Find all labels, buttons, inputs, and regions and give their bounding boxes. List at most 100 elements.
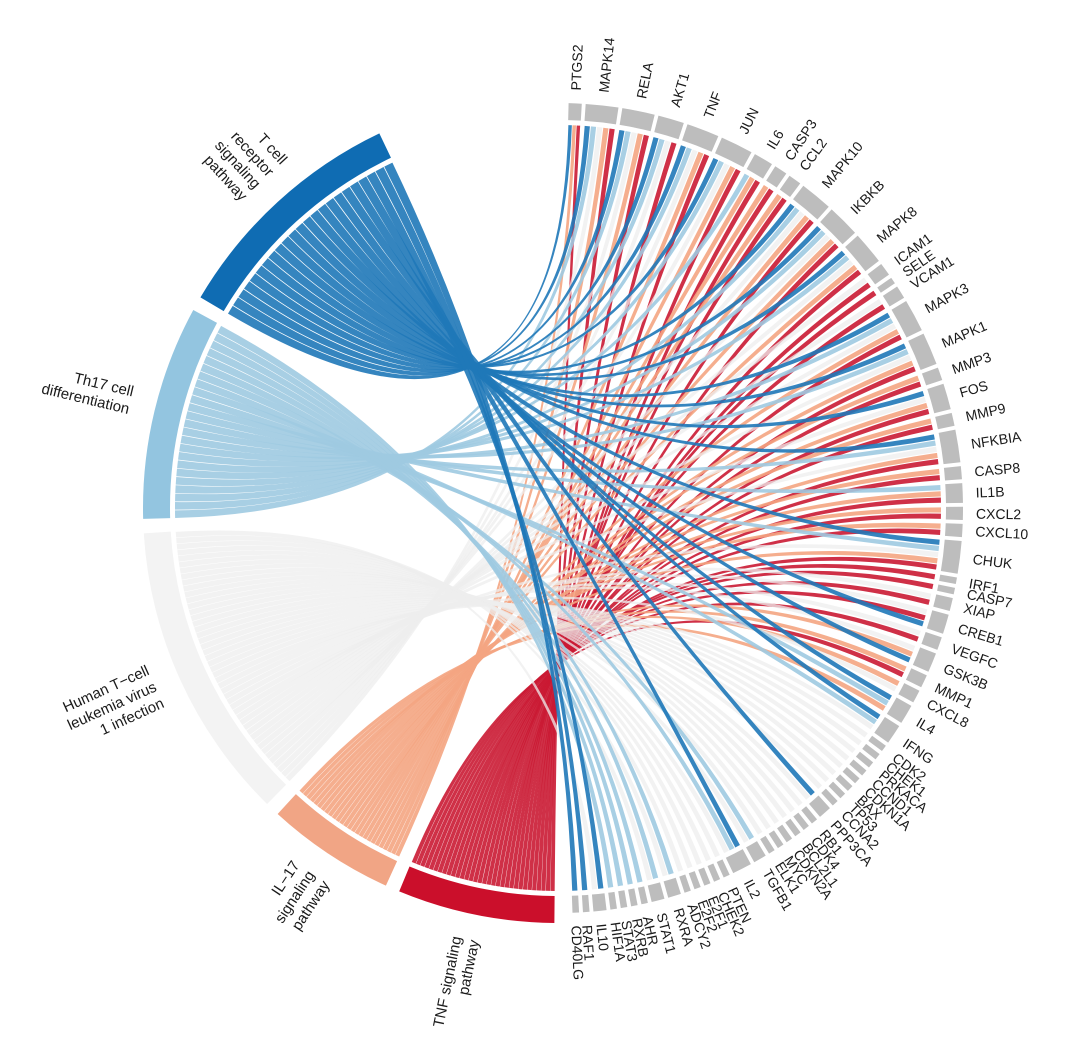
ribbon-cxcl8-htlv <box>217 596 897 692</box>
pathway-arc-il17 <box>277 794 398 886</box>
gene-arc-cxcl8 <box>898 683 920 703</box>
gene-arc-bcl2l1 <box>785 818 801 837</box>
ribbon-casp3-il17 <box>370 185 769 845</box>
gene-arc-adcy2 <box>679 874 691 893</box>
gene-arc-ifng <box>874 716 900 743</box>
gene-arc-tnf <box>682 124 719 152</box>
gene-arc-mapk1 <box>908 333 937 370</box>
gene-label-cxcl10: CXCL10 <box>975 523 1029 542</box>
gene-arc-cdk4 <box>793 812 809 830</box>
gene-label-il4: IL4 <box>914 714 939 738</box>
gene-arc-e2f1 <box>698 867 711 886</box>
gene-arc-mmp1 <box>905 668 927 688</box>
gene-arc-mmp9 <box>935 412 955 430</box>
gene-arc-prkaca <box>855 751 874 768</box>
ribbon-vcam1-htlv <box>249 298 882 741</box>
gene-label-il6: IL6 <box>763 127 787 152</box>
ribbon-xiap-htlv <box>229 567 932 710</box>
pathway-arc-th17 <box>143 309 218 519</box>
arcs-layer <box>143 103 963 923</box>
gene-label-xiap: XIAP <box>962 600 997 623</box>
gene-label-ptgs2: PTGS2 <box>568 44 586 91</box>
gene-arc-mapk8 <box>845 235 879 272</box>
gene-arc-creb1 <box>926 610 949 634</box>
gene-arc-rxra <box>663 877 681 898</box>
gene-arc-cdkn2a <box>777 824 793 843</box>
ribbon-mmp1-tnf <box>411 620 904 864</box>
ribbon-jun-th17 <box>175 160 724 487</box>
gene-label-rela: RELA <box>633 60 656 100</box>
gene-arc-xiap <box>933 594 953 611</box>
gene-label-mapk3: MAPK3 <box>922 280 972 317</box>
gene-arc-rela <box>619 108 655 132</box>
gene-arc-myc <box>768 830 784 849</box>
gene-arc-il2 <box>725 849 751 874</box>
gene-arc-cdk2 <box>868 735 886 752</box>
gene-arc-cxcl2 <box>945 506 963 521</box>
gene-arc-ccna2 <box>821 788 838 806</box>
gene-arc-il10 <box>591 893 607 912</box>
gene-arc-bax <box>835 774 853 791</box>
gene-label-mapk1: MAPK1 <box>939 317 989 350</box>
ribbon-mapk3-th17 <box>180 318 894 460</box>
ribbon-il2-tcell <box>358 176 740 848</box>
gene-label-casp8: CASP8 <box>974 460 1021 480</box>
gene-label-chuk: CHUK <box>972 551 1014 572</box>
ribbon-ptgs2-tnf <box>550 125 581 891</box>
pathway-label-th17: Th17 celldifferentiation <box>40 363 135 418</box>
gene-arc-icam1 <box>867 263 890 285</box>
gene-arc-elk1 <box>760 835 775 854</box>
gene-label-nfkbia: NFKBIA <box>970 428 1023 452</box>
gene-arc-stat1 <box>647 882 665 903</box>
ribbons-layer <box>174 125 941 891</box>
gene-arc-mapk14 <box>584 103 619 125</box>
gene-arc-chek2 <box>707 863 721 882</box>
gene-arc-stat3 <box>618 890 628 909</box>
gene-arc-irf1 <box>939 574 957 585</box>
ribbon-mapk8-tcell <box>274 243 846 381</box>
gene-arc-cxcl10 <box>944 523 963 538</box>
gene-arc-il6 <box>746 154 772 179</box>
gene-arc-e2f2 <box>688 871 701 890</box>
gene-label-jun: JUN <box>735 105 761 137</box>
gene-arc-il1b <box>945 483 963 504</box>
gene-arc-pten <box>716 859 730 878</box>
gene-arc-casp8 <box>943 466 962 481</box>
gene-arc-sele <box>877 277 895 293</box>
gene-label-il10: IL10 <box>593 923 612 952</box>
ribbon-il6-th17 <box>176 173 750 480</box>
gene-arc-jun <box>715 137 752 168</box>
gene-label-il2: IL2 <box>741 877 764 902</box>
gene-arc-rb1 <box>801 806 818 824</box>
gene-arc-rxrb <box>628 888 638 907</box>
gene-label-il1b: IL1B <box>975 483 1004 500</box>
gene-label-ahr: AHR <box>640 915 662 947</box>
gene-arc-ccl2 <box>779 175 801 198</box>
gene-arc-mapk3 <box>891 301 922 338</box>
gene-arc-mmp3 <box>921 367 943 386</box>
pathway-arc-tcell <box>200 133 391 312</box>
pathway-label-htlv: Human T−cellleukemia virus1 infection <box>58 662 167 750</box>
gene-arc-ccnd1 <box>849 759 867 776</box>
gene-arc-tgfb1 <box>746 841 766 863</box>
pathway-label-tnf: TNF signalingpathway <box>430 934 483 1032</box>
gene-arc-casp7 <box>937 584 956 595</box>
gene-label-akt1: AKT1 <box>667 71 692 109</box>
gene-arc-gsk3b <box>912 647 936 672</box>
ribbon-ppp3ca-htlv <box>194 592 811 800</box>
gene-label-fos: FOS <box>958 377 990 400</box>
gene-arc-il4 <box>886 697 912 723</box>
gene-arc-raf1 <box>581 894 590 913</box>
gene-label-ikbkb: IKBKB <box>847 177 887 218</box>
gene-arc-tp53 <box>828 781 846 799</box>
gene-arc-ptgs2 <box>568 103 582 121</box>
gene-label-tnf: TNF <box>700 89 725 120</box>
gene-arc-casp3 <box>766 166 787 188</box>
ribbon-icam1-htlv <box>253 277 868 745</box>
gene-label-mmp9: MMP9 <box>964 400 1007 425</box>
gene-arc-vcam1 <box>882 286 905 307</box>
gene-arc-mapk10 <box>793 185 829 220</box>
gene-label-stat3: STAT3 <box>618 919 641 963</box>
